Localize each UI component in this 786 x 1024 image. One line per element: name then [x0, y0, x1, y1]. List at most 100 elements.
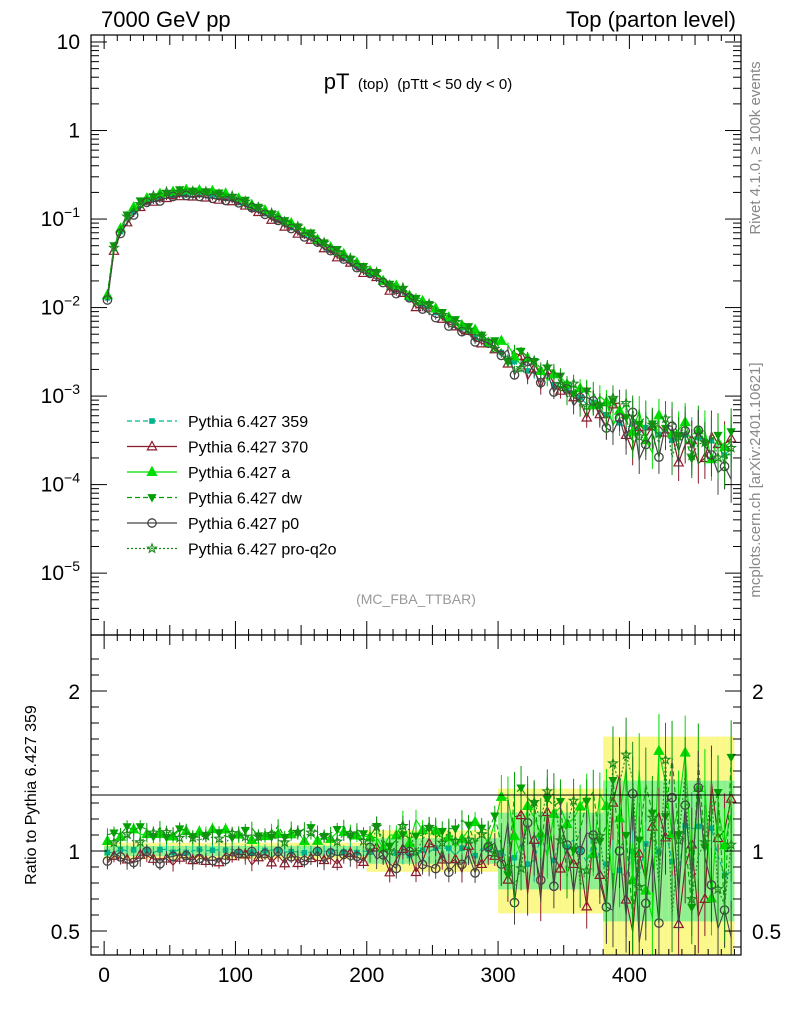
ratio-point [128, 857, 139, 868]
ratio-point [325, 848, 336, 858]
ratio-point [528, 795, 541, 808]
ratio-point [384, 866, 396, 877]
analysis-watermark: (MC_FBA_TTBAR) [356, 591, 476, 607]
data-point [226, 189, 239, 202]
ratio-y-tick-label: 2 [68, 681, 80, 704]
series-line [106, 188, 732, 467]
ratio-point [168, 851, 178, 862]
legend-label: Pythia 6.427 dw [188, 491, 302, 508]
x-tick-label: 300 [481, 964, 516, 987]
y-tick-label: 10−4 [41, 470, 81, 497]
ratio-y-tick-label: 1 [68, 841, 80, 864]
legend-label: Pythia 6.427 a [188, 465, 290, 482]
ratio-point [209, 847, 216, 854]
ratio-point [141, 846, 152, 857]
series-layer [101, 183, 738, 955]
data-point [554, 377, 567, 389]
ratio-point [173, 831, 186, 843]
legend-item-2: Pythia 6.427 370 [127, 440, 308, 457]
ratio-point [646, 811, 659, 823]
ratio-y-axis-label: Ratio to Pythia 6.427 359 [23, 705, 40, 885]
ratio-point [265, 827, 278, 840]
data-point [581, 411, 593, 422]
data-point [213, 187, 225, 200]
ratio-point [147, 826, 160, 838]
data-point [549, 387, 559, 397]
data-point [568, 390, 579, 399]
data-point [160, 185, 173, 198]
data-point [121, 210, 134, 222]
ratio-point [515, 862, 527, 874]
ratio-point [634, 836, 644, 846]
ratio-point [352, 851, 362, 862]
ratio-point [582, 797, 592, 807]
ratio-line [106, 787, 732, 943]
data-point [535, 377, 546, 388]
ratio-point [160, 825, 173, 838]
data-point [396, 281, 409, 293]
ratio-point [194, 853, 205, 864]
legend-label: Pythia 6.427 pro-q2o [188, 542, 337, 559]
ratio-point [488, 846, 501, 859]
data-point [410, 300, 422, 312]
rivet-version-label: Rivet 4.1.0, ≥ 100k events [747, 61, 764, 234]
ratio-point [712, 882, 724, 895]
data-point [528, 354, 541, 367]
ratio-point [299, 855, 310, 866]
plot-title-sub: (top) [358, 76, 389, 93]
ratio-point [357, 834, 370, 847]
ratio-y-tick-label-right: 2 [752, 681, 764, 704]
ratio-point [411, 832, 421, 842]
data-point [383, 279, 396, 291]
x-tick-label: 200 [349, 964, 384, 987]
ratio-point [186, 831, 199, 843]
data-point [209, 192, 216, 199]
ratio-point [279, 857, 291, 868]
legend-marker [146, 542, 158, 554]
data-point [698, 436, 711, 448]
data-point [470, 337, 480, 347]
data-point [672, 430, 685, 442]
data-point [541, 360, 554, 372]
x-tick-label: 400 [612, 964, 647, 987]
data-point [490, 337, 500, 346]
ratio-point [443, 867, 454, 878]
ratio-point [318, 829, 331, 841]
ratio-point [475, 828, 488, 840]
ratio-point [430, 863, 441, 874]
data-point [659, 412, 672, 424]
legend-label: Pythia 6.427 370 [188, 440, 308, 457]
ratio-point [516, 784, 526, 793]
ratio-point [135, 823, 145, 832]
legend-marker [149, 418, 155, 424]
ratio-point [312, 846, 323, 857]
ratio-point [450, 825, 461, 834]
axis-ticks [91, 35, 741, 955]
data-point [620, 396, 633, 408]
ratio-uncertainty-bands [104, 736, 735, 955]
series-line [106, 194, 732, 480]
data-point [725, 441, 738, 453]
ratio-point [567, 794, 580, 806]
ratio-point [102, 856, 113, 866]
ratio-point [108, 836, 120, 848]
ratio-point [410, 845, 422, 857]
ratio-point [338, 849, 349, 860]
ratio-point [391, 863, 402, 874]
plot-title-cut: (pTtt < 50 dy < 0) [397, 76, 512, 93]
y-tick-label: 10−1 [41, 204, 81, 231]
ratio-point [115, 852, 126, 862]
data-point [331, 245, 344, 258]
data-point [344, 252, 357, 264]
ratio-point [706, 880, 717, 890]
ratio-point [134, 836, 147, 848]
data-point [278, 215, 291, 227]
ratio-point [580, 864, 593, 876]
data-point [147, 189, 160, 201]
ratio-point [220, 854, 231, 865]
ratio-y-tick-label: 0.5 [51, 921, 80, 944]
ratio-point [370, 820, 383, 832]
y-tick-label: 10−5 [41, 558, 81, 585]
mcplots-source-label: mcplots.cern.ch [arXiv:2401.10621] [747, 362, 764, 597]
